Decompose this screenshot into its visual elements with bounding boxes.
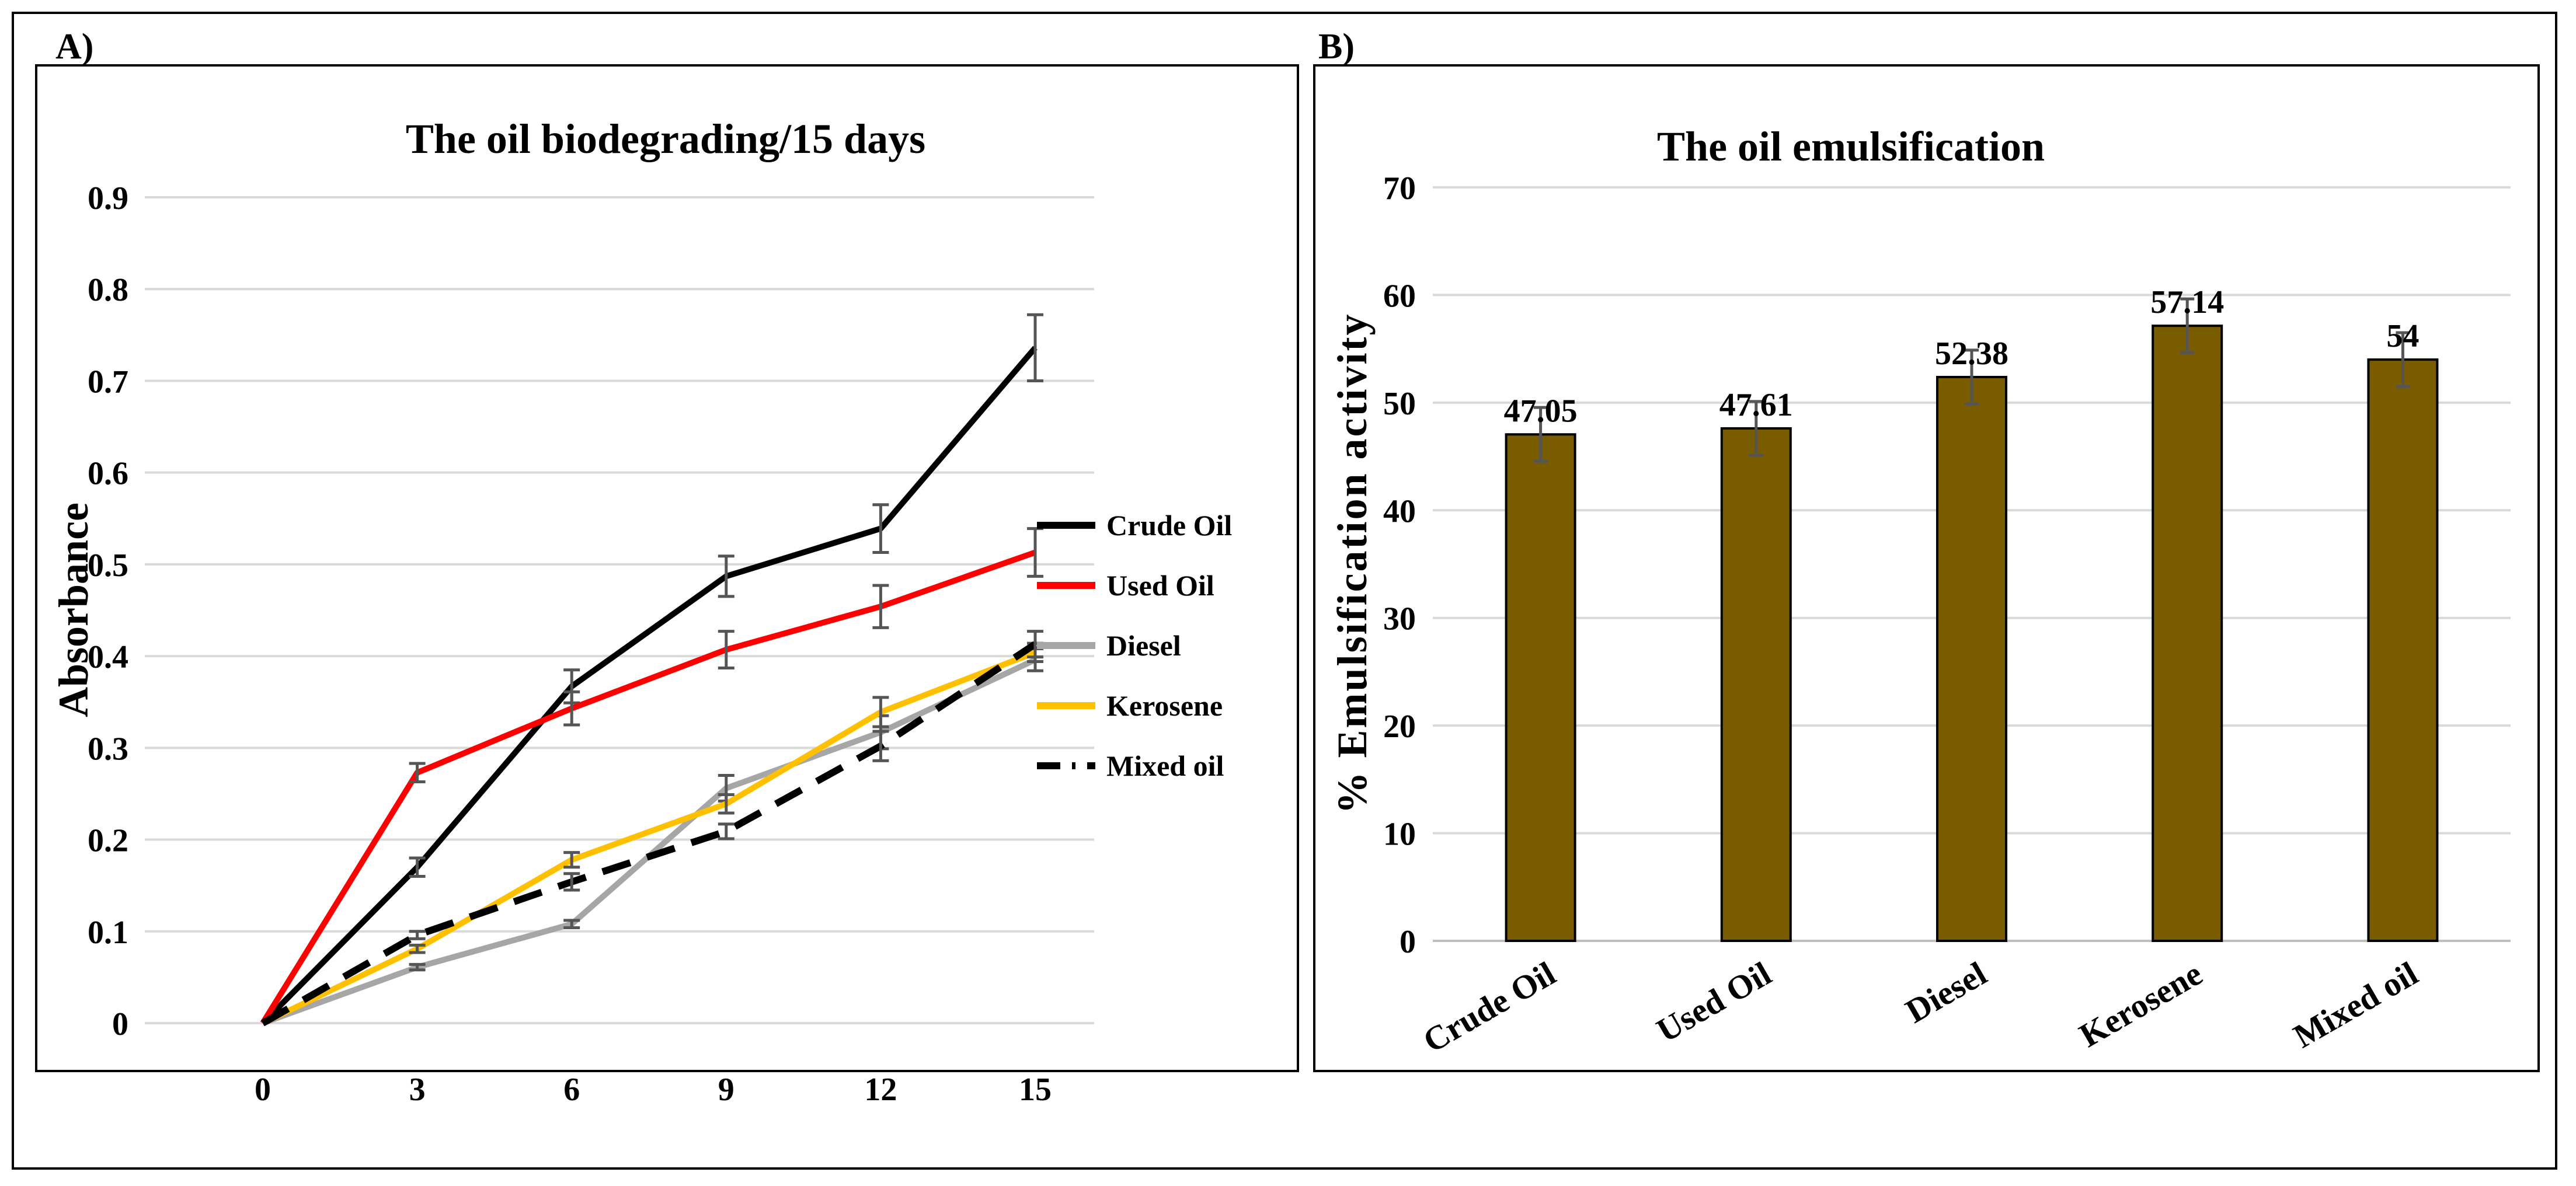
outer-frame <box>12 12 2557 1170</box>
data-label: 52.38 <box>1935 336 2008 372</box>
bar <box>2367 358 2439 942</box>
error-bar <box>563 690 580 727</box>
data-label: 54 <box>2386 318 2419 354</box>
chart-a-ylabel: Absorbance <box>50 503 97 717</box>
y-tick-label: 40 <box>1383 493 1416 529</box>
error-bar <box>409 930 426 940</box>
series-line-used-oil <box>260 549 1036 1025</box>
panel-b-label: B) <box>1318 27 1355 67</box>
series-line-kerosene <box>261 650 1036 1026</box>
x-tick-label: 6 <box>563 1072 580 1108</box>
y-tick-label: 10 <box>1383 817 1416 853</box>
error-bar <box>1027 313 1043 382</box>
bar <box>1720 427 1792 942</box>
error-bar <box>718 822 734 840</box>
legend-label: Diesel <box>1106 629 1181 662</box>
legend-label: Crude Oil <box>1106 509 1232 542</box>
series-line-crude-oil <box>260 346 1038 1025</box>
x-tick-label: Crude Oil <box>1416 954 1562 1060</box>
chart-b-ylabel: % Emulsification activity <box>1329 313 1376 814</box>
y-tick-label: 20 <box>1383 709 1416 745</box>
x-tick-label: Used Oil <box>1650 954 1777 1049</box>
error-bar <box>409 943 426 954</box>
error-bar <box>2180 297 2195 354</box>
x-tick-label: 15 <box>1019 1072 1052 1108</box>
x-tick-label: 9 <box>718 1072 734 1108</box>
error-bar <box>1749 400 1763 457</box>
chart-b-title: The oil emulsification <box>1657 123 2045 170</box>
error-bar <box>1027 630 1043 659</box>
error-bar <box>563 872 580 892</box>
error-bar <box>872 696 889 728</box>
error-bar <box>872 730 889 762</box>
y-tick-label: 0 <box>112 1006 128 1042</box>
y-tick-label: 0 <box>1400 924 1416 960</box>
data-label: 57.14 <box>2150 284 2224 320</box>
error-bar <box>1533 406 1548 463</box>
panel-a-label: A) <box>55 27 93 67</box>
panel-b: B) The oil emulsification % Emulsificati… <box>1313 27 2540 1072</box>
legend-label: Used Oil <box>1106 569 1214 602</box>
y-tick-label: 0.7 <box>88 364 128 400</box>
error-bar <box>718 793 734 815</box>
error-bar <box>409 762 426 784</box>
y-tick-label: 0.1 <box>88 915 128 951</box>
panel-a-frame <box>35 64 1299 1072</box>
error-bar <box>718 554 734 598</box>
error-bar <box>872 503 889 554</box>
x-tick-label: Mixed oil <box>2287 954 2424 1055</box>
error-bar <box>2396 331 2410 388</box>
y-tick-label: 0.6 <box>88 456 128 492</box>
data-label: 47.61 <box>1719 387 1793 423</box>
series-line-mixed-oil <box>261 641 1038 1027</box>
y-tick-label: 0.2 <box>88 823 128 859</box>
y-tick-label: 0.5 <box>88 547 128 584</box>
data-label: 47.05 <box>1504 393 1578 429</box>
panel-b-frame <box>1313 64 2540 1072</box>
bar <box>2152 325 2223 942</box>
legend-label: Mixed oil <box>1106 749 1224 782</box>
y-tick-label: 0.3 <box>88 731 128 767</box>
chart-a-title: The oil biodegrading/15 days <box>406 116 925 162</box>
error-bar <box>718 630 734 670</box>
panel-a: A) The oil biodegrading/15 days Absorban… <box>35 27 1299 1108</box>
error-bar <box>1965 348 1979 406</box>
legend-label: Kerosene <box>1106 689 1223 722</box>
y-tick-label: 70 <box>1383 170 1416 207</box>
x-tick-label: 12 <box>864 1072 897 1108</box>
error-bar <box>409 856 426 878</box>
y-tick-label: 50 <box>1383 386 1416 422</box>
error-bar <box>563 919 580 929</box>
y-tick-label: 0.4 <box>88 639 128 675</box>
y-tick-label: 0.8 <box>88 272 128 308</box>
error-bar <box>409 962 426 972</box>
y-tick-label: 60 <box>1383 278 1416 314</box>
error-bar <box>563 851 580 869</box>
y-tick-label: 0.9 <box>88 180 128 217</box>
x-tick-label: 0 <box>255 1072 271 1108</box>
x-tick-label: Diesel <box>1899 954 1993 1030</box>
error-bar <box>872 584 889 629</box>
x-tick-label: Kerosene <box>2073 954 2208 1055</box>
bar <box>1936 375 2007 942</box>
bar <box>1505 433 1576 942</box>
y-tick-label: 30 <box>1383 601 1416 637</box>
x-tick-label: 3 <box>409 1072 426 1108</box>
